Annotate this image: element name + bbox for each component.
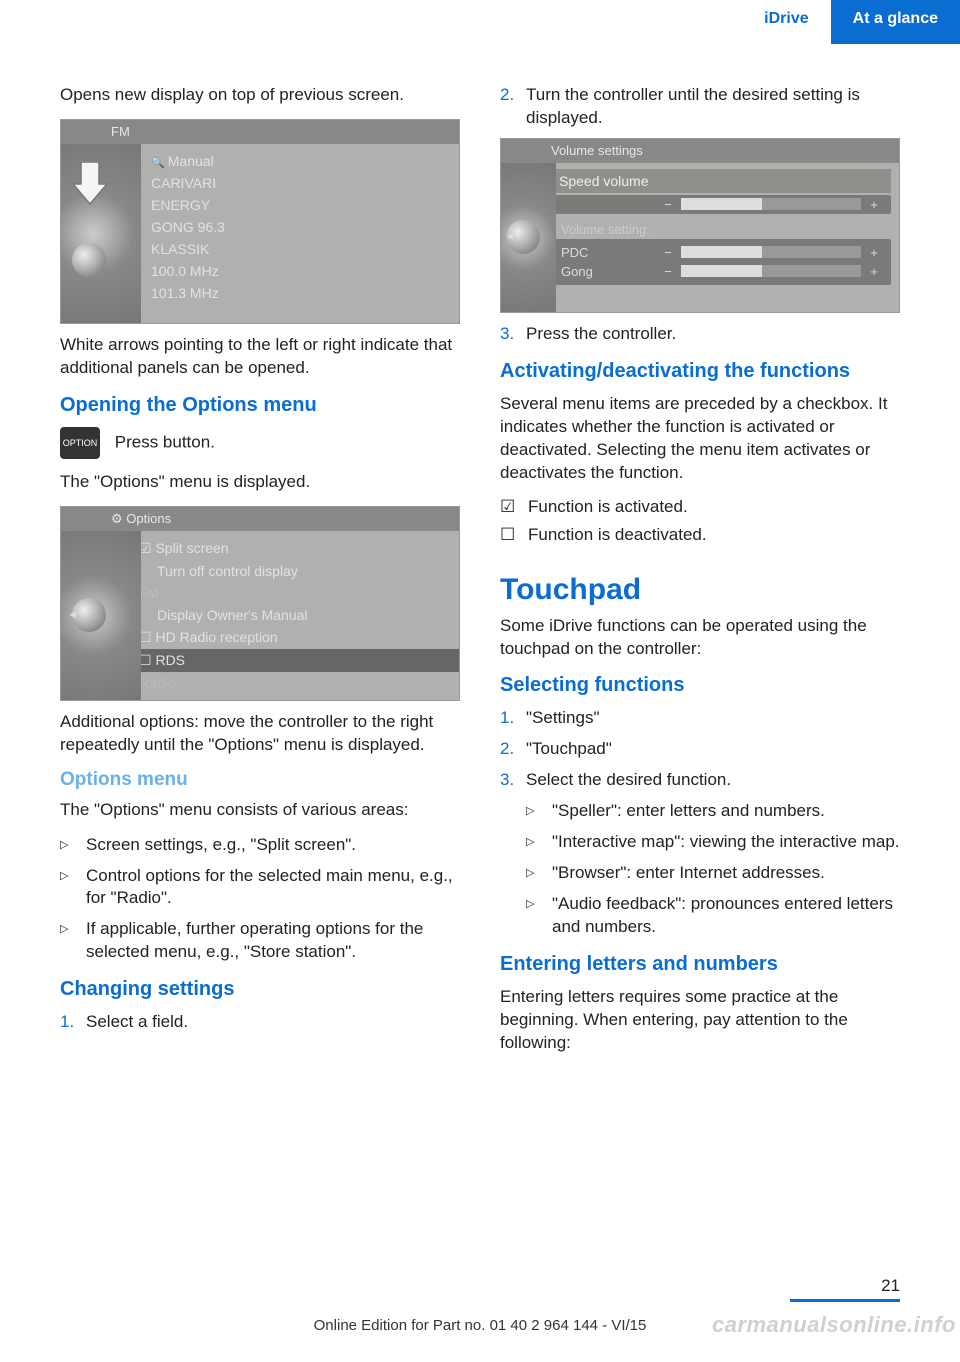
chevron-left-icon: ◄	[67, 609, 78, 621]
bullet-item: ▷If applicable, further operating option…	[60, 918, 460, 964]
opening-options-heading: Opening the Options menu	[60, 394, 460, 417]
list-item: GONG 96.3	[151, 216, 459, 238]
sub-bullet-item: ▷"Speller": enter letters and numbers.	[500, 800, 900, 823]
intro-text: Opens new display on top of previous scr…	[60, 84, 460, 107]
volume-screenshot-title: Volume settings	[501, 139, 899, 163]
triangle-bullet-icon: ▷	[526, 800, 552, 823]
activating-body: Several menu items are preceded by a che…	[500, 393, 900, 485]
header-tab-glance: At a glance	[831, 0, 960, 44]
page-number: 21	[881, 1276, 900, 1296]
triangle-bullet-icon: ▷	[60, 834, 86, 857]
triangle-bullet-icon: ▷	[526, 893, 552, 939]
step-number: 2.	[500, 738, 526, 761]
list-item: ENERGY	[151, 194, 459, 216]
page-content: Opens new display on top of previous scr…	[0, 44, 960, 1087]
additional-options-text: Additional options: move the controller …	[60, 711, 460, 757]
list-item: CARIVARI	[151, 172, 459, 194]
controller-knob-area	[61, 144, 141, 323]
list-item: 🔍 Manual	[151, 150, 459, 172]
slider-row: PDC−+	[549, 243, 891, 262]
page-number-bar	[790, 1299, 900, 1302]
list-item: FM	[139, 582, 459, 604]
slider-row: Gong−+	[549, 262, 891, 281]
step-item: 2."Touchpad"	[500, 738, 900, 761]
step-number: 3.	[500, 323, 526, 346]
sub-bullet-item: ▷"Audio feedback": pronounces entered le…	[500, 893, 900, 939]
step-item: 1.Select a field.	[60, 1011, 460, 1034]
list-item: KLASSIK	[151, 238, 459, 260]
watermark-text: carmanualsonline.info	[712, 1312, 956, 1338]
sub-bullet-item: ▷"Interactive map": viewing the interact…	[500, 831, 900, 854]
header-tab-idrive: iDrive	[742, 0, 830, 44]
arrow-down-icon	[73, 162, 113, 212]
step-item: 1."Settings"	[500, 707, 900, 730]
entering-body: Entering letters requires some practice …	[500, 986, 900, 1055]
controller-knob-area: ◄	[61, 531, 141, 700]
options-menu-heading: Options menu	[60, 769, 460, 791]
press-button-text: Press button.	[115, 432, 215, 451]
step-number: 1.	[500, 707, 526, 730]
checkbox-checked-icon: ☑	[500, 497, 528, 517]
knob-ball-icon	[72, 243, 106, 277]
check-deactivated: ☐Function is deactivated.	[500, 525, 900, 545]
speed-volume-row: Speed volume	[549, 169, 891, 193]
check-activated: ☑Function is activated.	[500, 497, 900, 517]
list-item: ☐ HD Radio reception	[139, 626, 459, 649]
right-column: 2.Turn the controller until the desired …	[500, 84, 900, 1067]
chevron-left-icon: ◄	[505, 232, 515, 243]
bullet-item: ▷Control options for the selected main m…	[60, 865, 460, 911]
changing-settings-heading: Changing settings	[60, 978, 460, 1001]
list-item: Display Owner's Manual	[139, 604, 459, 626]
page-header: iDrive At a glance	[0, 0, 960, 44]
step-number: 3.	[500, 769, 526, 792]
touchpad-heading: Touchpad	[500, 573, 900, 607]
step-number: 1.	[60, 1011, 86, 1034]
list-item: Radio	[139, 672, 459, 694]
list-item: Turn off control display	[139, 560, 459, 582]
controller-knob-area: ◄	[501, 163, 556, 312]
press-button-line: OPTION Press button.	[60, 427, 460, 459]
triangle-bullet-icon: ▷	[60, 918, 86, 964]
sub-bullet-item: ▷"Browser": enter Internet addresses.	[500, 862, 900, 885]
options-screenshot-title: ⚙ Options	[61, 507, 459, 531]
slider-row: −+	[549, 195, 891, 214]
fm-screenshot: FM 🔍 Manual CARIVARI ENERGY GONG 96.3 KL…	[60, 119, 460, 324]
selecting-functions-heading: Selecting functions	[500, 674, 900, 697]
fm-screenshot-title: FM	[61, 120, 459, 144]
bullet-item: ▷Screen settings, e.g., "Split screen".	[60, 834, 460, 857]
step-item: 3.Press the controller.	[500, 323, 900, 346]
triangle-bullet-icon: ▷	[60, 865, 86, 911]
list-item: 100.0 MHz	[151, 260, 459, 282]
list-item: 101.3 MHz	[151, 282, 459, 304]
arrows-note: White arrows pointing to the left or rig…	[60, 334, 460, 380]
checkbox-empty-icon: ☐	[500, 525, 528, 545]
list-item: ☑ Split screen	[139, 537, 459, 560]
step-item: 2.Turn the controller until the desired …	[500, 84, 900, 130]
list-item-selected: ☐ RDS	[119, 649, 459, 672]
activating-heading: Activating/deactivating the functions	[500, 360, 900, 383]
options-menu-intro: The "Options" menu consists of various a…	[60, 799, 460, 822]
entering-letters-heading: Entering letters and numbers	[500, 953, 900, 976]
options-screenshot: ⚙ Options ◄ ☑ Split screen Turn off cont…	[60, 506, 460, 701]
options-displayed-text: The "Options" menu is displayed.	[60, 471, 460, 494]
step-number: 2.	[500, 84, 526, 130]
step-item: 3.Select the desired function.	[500, 769, 900, 792]
left-column: Opens new display on top of previous scr…	[60, 84, 460, 1067]
volume-screenshot: Volume settings ◄ Speed volume −+ Volume…	[500, 138, 900, 313]
triangle-bullet-icon: ▷	[526, 862, 552, 885]
volume-setting-label: Volume setting:	[501, 218, 899, 239]
triangle-bullet-icon: ▷	[526, 831, 552, 854]
option-button-icon: OPTION	[60, 427, 100, 459]
touchpad-intro: Some iDrive functions can be operated us…	[500, 615, 900, 661]
